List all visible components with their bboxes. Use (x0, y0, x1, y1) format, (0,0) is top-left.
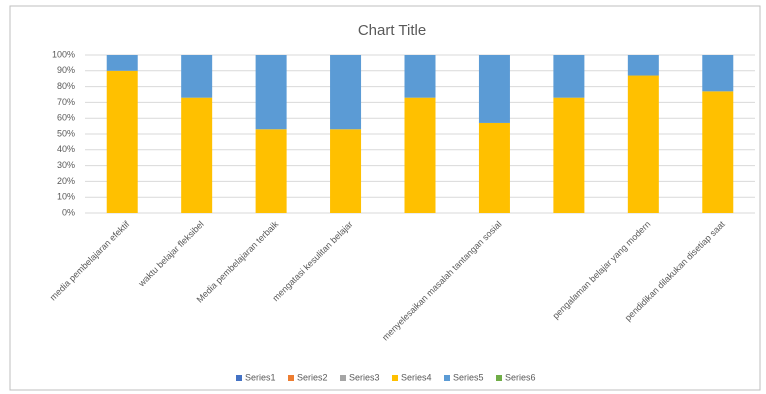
legend-label: Series1 (245, 372, 276, 382)
bar-segment (330, 55, 362, 130)
y-tick-label: 0% (62, 207, 75, 217)
bar-segment (553, 55, 585, 98)
bar-segment (181, 55, 213, 98)
bar-segment (478, 122, 510, 213)
y-tick-label: 40% (57, 144, 75, 154)
bar-segment (627, 75, 659, 213)
legend-swatch (288, 375, 294, 381)
legend-label: Series5 (453, 372, 484, 382)
legend-swatch (444, 375, 450, 381)
y-tick-label: 100% (52, 49, 75, 59)
legend-label: Series2 (297, 372, 328, 382)
bar-segment (106, 70, 138, 213)
y-tick-label: 30% (57, 160, 75, 170)
y-tick-label: 90% (57, 65, 75, 75)
legend-label: Series3 (349, 372, 380, 382)
legend-label: Series4 (401, 372, 432, 382)
legend-swatch (392, 375, 398, 381)
legend-swatch (236, 375, 242, 381)
bar-segment (702, 91, 734, 213)
bar-segment (255, 129, 287, 213)
bar-segment (404, 97, 436, 213)
bar-segment (330, 129, 362, 213)
y-tick-label: 70% (57, 97, 75, 107)
y-tick-label: 60% (57, 113, 75, 123)
y-tick-label: 20% (57, 176, 75, 186)
bar-segment (255, 55, 287, 130)
bar-segment (181, 97, 213, 213)
legend-swatch (340, 375, 346, 381)
bar-segment (553, 97, 585, 213)
bar-segment (478, 55, 510, 123)
bar-segment (627, 55, 659, 76)
y-tick-label: 80% (57, 81, 75, 91)
chart-title: Chart Title (358, 22, 426, 39)
bar-segment (404, 55, 436, 98)
legend-label: Series6 (505, 372, 536, 382)
y-tick-label: 50% (57, 128, 75, 138)
y-tick-label: 10% (57, 192, 75, 202)
bar-segment (702, 55, 734, 92)
bar-segment (106, 55, 138, 71)
legend-swatch (496, 375, 502, 381)
